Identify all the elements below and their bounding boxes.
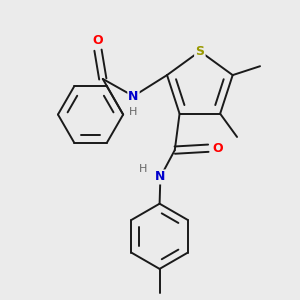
Text: H: H <box>129 106 138 116</box>
Text: S: S <box>195 45 204 58</box>
Text: O: O <box>93 34 103 47</box>
Text: N: N <box>155 170 166 184</box>
Text: N: N <box>128 90 139 103</box>
Text: O: O <box>213 142 223 155</box>
Text: H: H <box>139 164 147 174</box>
